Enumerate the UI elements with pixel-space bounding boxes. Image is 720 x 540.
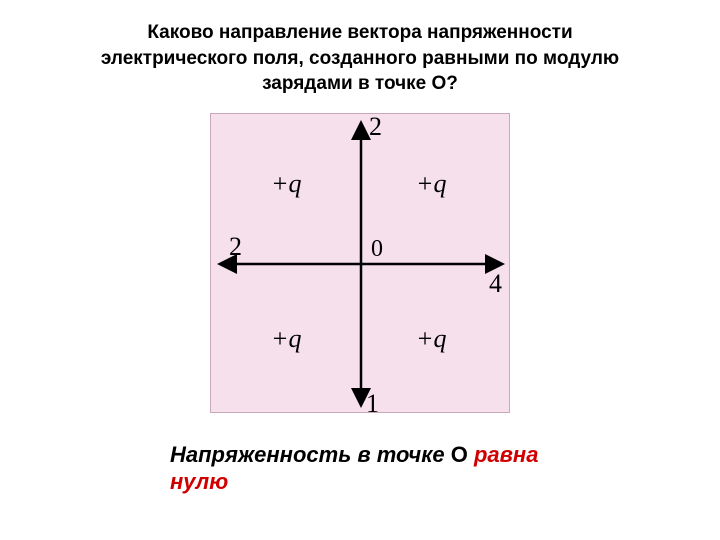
question-line1: Каково направление вектора напряженности [147, 22, 572, 43]
question-text: Каково направление вектора напряженности… [50, 20, 670, 97]
answer-point: O [451, 442, 468, 467]
answer-highlight2: нулю [170, 469, 228, 494]
diagram: 2 1 2 4 0 +q +q +q +q [210, 113, 510, 413]
answer-prefix: Напряженность в точке [170, 442, 451, 467]
charge-tr: +q [416, 169, 447, 199]
question-line2: электрического поля, созданного равными … [101, 48, 619, 69]
answer-highlight1: равна [468, 442, 539, 467]
origin-label: 0 [371, 236, 383, 263]
charge-bl: +q [271, 324, 302, 354]
axes-svg [211, 114, 511, 414]
charge-tl: +q [271, 169, 302, 199]
axis-label-left: 2 [229, 232, 242, 262]
question-line3: зарядами в точке О? [262, 73, 458, 94]
axis-label-bottom: 1 [366, 389, 379, 419]
charge-br: +q [416, 324, 447, 354]
answer-text: Напряженность в точке O равна нулю [170, 441, 650, 496]
axis-label-right: 4 [489, 269, 502, 299]
axis-label-top: 2 [369, 112, 382, 142]
